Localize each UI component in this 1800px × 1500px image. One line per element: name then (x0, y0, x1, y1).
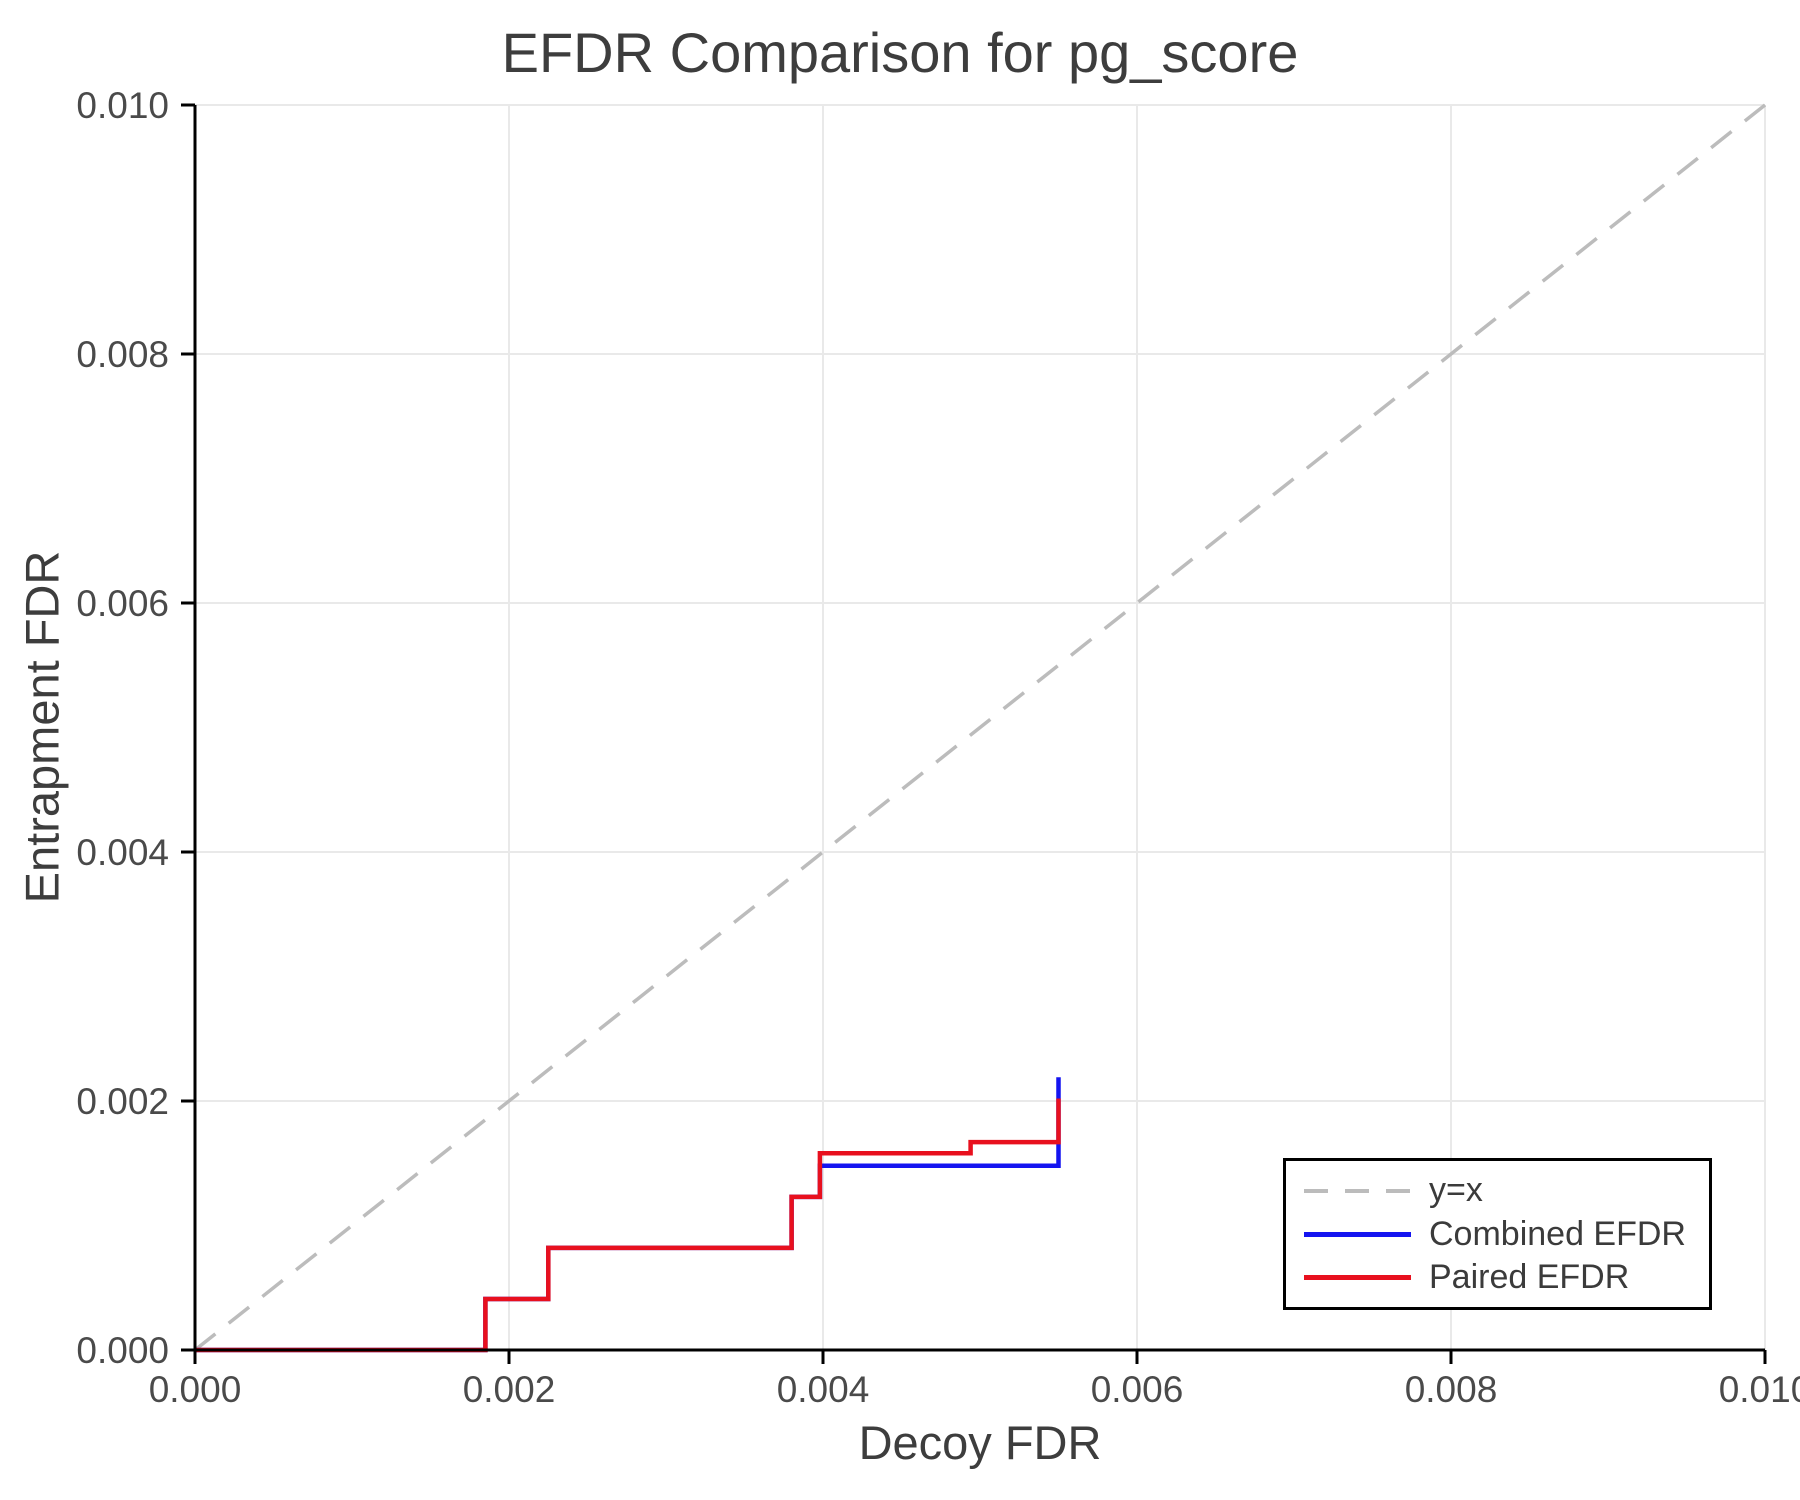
y-tick-label: 0.006 (76, 583, 169, 624)
chart-title: EFDR Comparison for pg_score (501, 21, 1299, 84)
identity-dashed-line-swatch (1304, 1188, 1411, 1193)
series-combined-efdr (195, 1077, 1061, 1353)
combined-efdr-line-swatch (1304, 1231, 1411, 1237)
series-y-x (193, 103, 1767, 1352)
y-tick-label: 0.008 (76, 334, 169, 375)
x-tick-label: 0.010 (1719, 1369, 1800, 1410)
y-axis-title: Entrapment FDR (15, 550, 69, 904)
legend-label: Paired EFDR (1429, 1258, 1630, 1296)
legend-item-paired-efdr[interactable]: Paired EFDR (1304, 1258, 1709, 1298)
paired-efdr-line-swatch (1304, 1275, 1411, 1280)
x-tick-label: 0.000 (149, 1369, 242, 1410)
legend-label: y=x (1429, 1171, 1483, 1209)
x-tick-label: 0.002 (463, 1369, 556, 1410)
y-tick-label: 0.000 (76, 1330, 169, 1371)
x-tick-label: 0.008 (1405, 1369, 1498, 1410)
legend-label: Combined EFDR (1429, 1214, 1686, 1253)
y-tick-label: 0.002 (76, 1081, 169, 1122)
legend-item-combined-efdr[interactable]: Combined EFDR (1304, 1214, 1709, 1254)
x-tick-label: 0.006 (1091, 1369, 1184, 1410)
legend: y=x Combined EFDR Paired EFDR (1283, 1158, 1712, 1310)
series-paired-efdr (195, 1098, 1061, 1353)
x-axis-title: Decoy FDR (858, 1416, 1102, 1469)
y-tick-label: 0.004 (76, 832, 169, 873)
y-tick-label: 0.010 (76, 85, 169, 126)
legend-item-identity[interactable]: y=x (1304, 1171, 1709, 1211)
x-tick-label: 0.004 (777, 1369, 870, 1410)
